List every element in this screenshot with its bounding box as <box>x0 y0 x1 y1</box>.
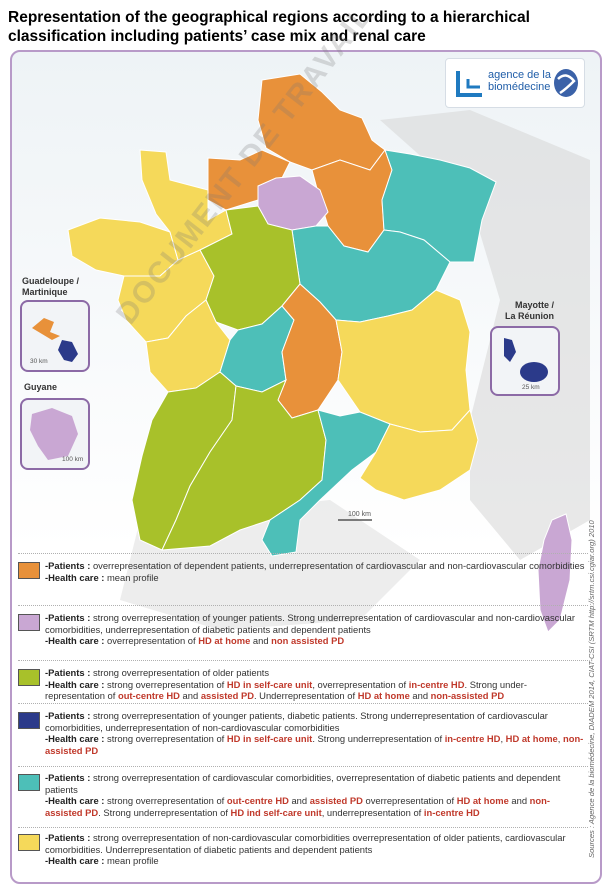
inset-guadeloupe-label: Guadeloupe / Martinique <box>22 276 79 298</box>
legend-healthcare-teal: -Health care : strong overrepresentation… <box>45 795 550 818</box>
legend-healthcare-green: -Health care : strong overrepresentation… <box>45 678 528 702</box>
legend-item-green: -Patients : strong overrepresentation of… <box>18 667 586 717</box>
legend-patients-orange: -Patients : overrepresentation of depend… <box>45 560 585 571</box>
legend-text-green: -Patients : strong overrepresentation of… <box>45 667 586 702</box>
logo-text: agence de la biomédecine <box>488 69 551 93</box>
martinique-label: Martinique <box>22 287 68 297</box>
legend-item-purple: -Patients : strong overrepresentation of… <box>18 612 586 658</box>
inset-scale-30: 30 km <box>30 358 48 365</box>
agence-biomedecine-logo: agence de la biomédecine <box>445 58 585 108</box>
legend-patients-purple: -Patients : strong overrepresentation of… <box>45 612 575 635</box>
logo-line2: biomédecine <box>488 81 551 93</box>
inset-mayotte-label: Mayotte / La Réunion <box>492 300 554 322</box>
ministry-emblem-icon <box>554 69 578 97</box>
region-rhone-alpes <box>335 289 471 433</box>
legend-swatch-yellow <box>18 834 40 851</box>
inset-scale-25: 25 km <box>522 384 540 391</box>
region-corse <box>537 513 573 633</box>
region-paca <box>359 408 479 501</box>
legend-healthcare-orange: -Health care : mean profile <box>45 571 159 583</box>
legend-swatch-purple <box>18 614 40 631</box>
legend-text-yellow: -Patients : strong overrepresentation of… <box>45 832 586 867</box>
legend-healthcare-purple: -Health care : overrepresentation of HD … <box>45 635 345 647</box>
legend-item-teal: -Patients : strong overrepresentation of… <box>18 772 586 830</box>
guadeloupe-martinique-shapes <box>32 318 78 362</box>
legend-patients-green: -Patients : strong overrepresentation of… <box>45 667 270 678</box>
legend-swatch-green <box>18 669 40 686</box>
legend-separator <box>18 703 588 704</box>
legend-separator <box>18 660 588 661</box>
legend-text-orange: -Patients : overrepresentation of depend… <box>45 560 586 583</box>
page-title: Representation of the geographical regio… <box>8 9 530 45</box>
mayotte-label: Mayotte / <box>514 300 554 310</box>
legend-separator <box>18 766 588 767</box>
logo-line1: agence de la <box>488 69 551 81</box>
inset-scale-100: 100 km <box>62 456 84 463</box>
reunion-label: La Réunion <box>505 311 554 321</box>
legend-patients-teal: -Patients : strong overrepresentation of… <box>45 772 561 795</box>
legend-patients-yellow: -Patients : strong overrepresentation of… <box>45 832 566 855</box>
legend-text-teal: -Patients : strong overrepresentation of… <box>45 772 586 818</box>
legend-swatch-orange <box>18 562 40 579</box>
map-scale-label: 100 km <box>348 511 371 518</box>
legend-healthcare-yellow: -Health care : mean profile <box>45 855 159 867</box>
legend-item-navy: -Patients : strong overrepresentation of… <box>18 710 586 766</box>
legend-separator <box>18 605 588 606</box>
inset-guyane: 100 km <box>20 398 90 470</box>
legend-swatch-navy <box>18 712 40 729</box>
legend-healthcare-navy: -Health care : strong overrepresentation… <box>45 733 584 756</box>
guyane-shape <box>30 408 78 460</box>
legend-text-navy: -Patients : strong overrepresentation of… <box>45 710 586 756</box>
source-note: Sources : Agence de la biomédecine, DIAD… <box>587 520 596 858</box>
legend-item-orange: -Patients : overrepresentation of depend… <box>18 560 586 600</box>
logo-mark-icon <box>456 71 482 97</box>
region-lorraine-alsace <box>381 149 497 263</box>
mayotte-reunion-shapes <box>504 338 548 382</box>
legend-swatch-teal <box>18 774 40 791</box>
legend-separator <box>18 553 588 554</box>
inset-guadeloupe-martinique: 30 km <box>20 300 90 372</box>
inset-guyane-label: Guyane <box>24 382 58 392</box>
region-languedoc <box>261 409 391 557</box>
legend-item-yellow: -Patients : strong overrepresentation of… <box>18 832 586 878</box>
legend-separator <box>18 827 588 828</box>
guadeloupe-label: Guadeloupe / <box>22 276 80 286</box>
legend-patients-navy: -Patients : strong overrepresentation of… <box>45 710 548 733</box>
legend-text-purple: -Patients : strong overrepresentation of… <box>45 612 586 647</box>
inset-mayotte-reunion: 25 km <box>490 326 560 396</box>
